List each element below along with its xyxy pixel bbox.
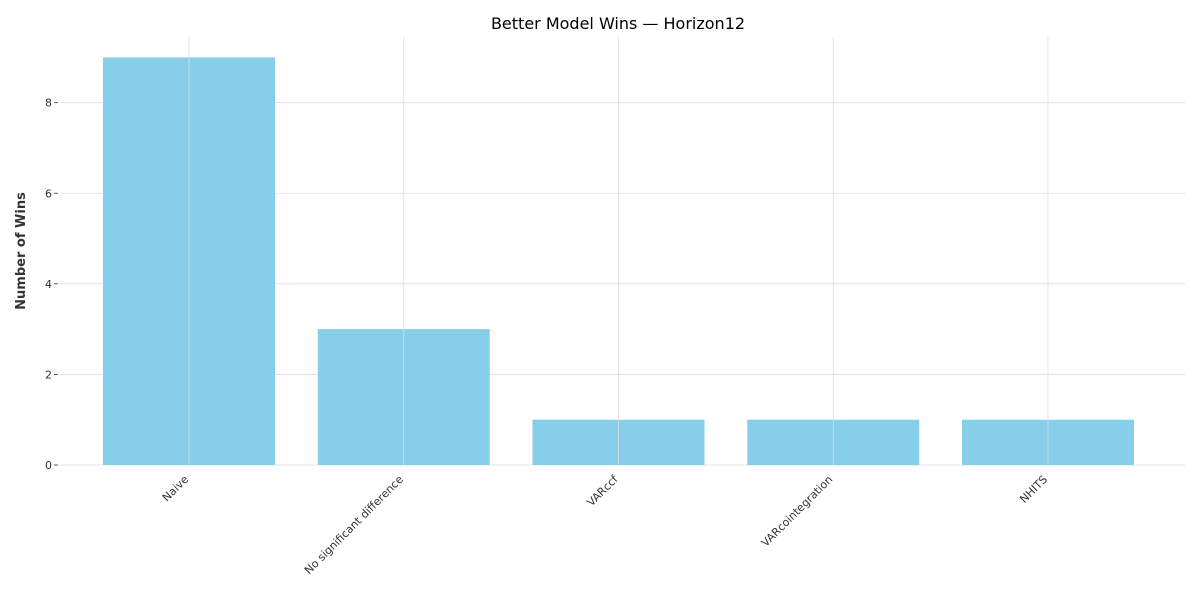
vertical-grid	[188, 37, 1049, 465]
x-tick-label: Naive	[160, 473, 191, 504]
x-tick-label: No significant difference	[302, 473, 406, 577]
x-tick-label: NHITS	[1017, 473, 1050, 506]
y-tick-label: 6	[45, 187, 52, 200]
y-tick-label: 8	[45, 97, 52, 110]
y-tick-label: 4	[45, 278, 52, 291]
y-tick-label: 2	[45, 368, 52, 381]
x-tick-label: VARcointegration	[759, 473, 836, 550]
y-axis-label: Number of Wins	[14, 192, 29, 310]
x-tick-label: VARccf	[585, 472, 622, 509]
y-tick-label: 0	[45, 459, 52, 472]
chart-title: Better Model Wins — Horizon12	[491, 14, 745, 33]
